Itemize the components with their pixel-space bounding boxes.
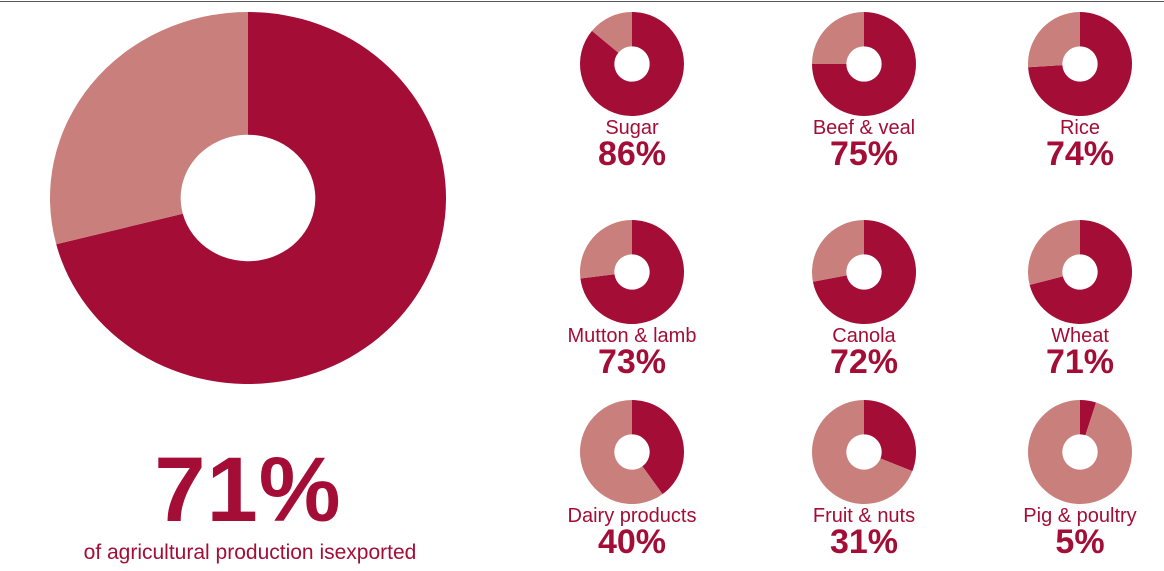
commodity-label: Canola <box>832 325 896 347</box>
commodity-chart-pig-poultry: Pig & poultry 5% <box>980 400 1164 570</box>
commodity-percentage: 5% <box>1055 523 1105 561</box>
dairy-products-donut <box>580 400 684 504</box>
exported-slice <box>632 400 684 495</box>
commodity-chart-wheat: Wheat 71% <box>980 220 1164 390</box>
not-exported-slice <box>580 220 632 279</box>
not-exported-slice <box>591 12 632 53</box>
mutton-lamb-donut <box>580 220 684 324</box>
commodity-chart-fruit-nuts: Fruit & nuts 31% <box>764 400 964 570</box>
exported-slice <box>1028 12 1132 116</box>
commodity-label: Mutton & lamb <box>567 325 697 347</box>
not-exported-slice <box>1028 400 1132 504</box>
overall-export-percentage: 71% <box>154 439 342 541</box>
not-exported-slice <box>812 400 913 504</box>
top-divider <box>0 1 1164 2</box>
not-exported-slice <box>50 12 248 245</box>
canola-donut <box>812 220 916 324</box>
rice-donut <box>1028 12 1132 116</box>
commodity-label: Pig & poultry <box>1023 505 1137 527</box>
exported-slice <box>812 12 916 116</box>
commodity-chart-beef-veal: Beef & veal 75% <box>764 12 964 182</box>
overall-export-caption: of agricultural production isexported <box>83 541 417 564</box>
sugar-donut <box>580 12 684 116</box>
exported-slice <box>56 12 446 384</box>
commodity-percentage: 73% <box>597 343 667 381</box>
not-exported-slice <box>1028 12 1080 68</box>
not-exported-slice <box>812 220 864 282</box>
commodity-percentage: 71% <box>1045 343 1115 381</box>
beef-veal-donut <box>812 12 916 116</box>
overall-export-donut <box>50 12 446 384</box>
commodity-percentage: 74% <box>1045 135 1115 173</box>
fruit-nuts-donut <box>812 400 916 504</box>
commodity-label: Fruit & nuts <box>812 505 916 527</box>
commodity-percentage: 72% <box>829 343 899 381</box>
exported-slice <box>1080 400 1097 436</box>
commodity-chart-rice: Rice 74% <box>980 12 1164 182</box>
exported-slice <box>864 400 916 472</box>
commodity-label: Wheat <box>1051 325 1109 347</box>
commodity-chart-dairy-products: Dairy products 40% <box>532 400 732 570</box>
not-exported-slice <box>580 400 663 504</box>
commodity-percentage: 75% <box>829 135 899 173</box>
commodity-chart-mutton-lamb: Mutton & lamb 73% <box>532 220 732 390</box>
exported-slice <box>580 220 684 324</box>
not-exported-slice <box>812 12 864 64</box>
commodity-label: Rice <box>1059 117 1100 139</box>
commodity-chart-sugar: Sugar 86% <box>532 12 732 182</box>
not-exported-slice <box>1028 220 1080 285</box>
commodity-percentage: 31% <box>829 523 899 561</box>
commodity-label: Beef & veal <box>812 117 916 139</box>
commodity-percentage: 86% <box>597 135 667 173</box>
exported-slice <box>1029 220 1132 324</box>
commodity-label: Dairy products <box>567 505 697 527</box>
exported-slice <box>812 220 916 324</box>
pig-poultry-donut <box>1028 400 1132 504</box>
wheat-donut <box>1028 220 1132 324</box>
commodity-chart-canola: Canola 72% <box>764 220 964 390</box>
commodity-percentage: 40% <box>597 523 667 561</box>
exported-slice <box>580 12 684 116</box>
commodity-label: Sugar <box>605 117 659 139</box>
